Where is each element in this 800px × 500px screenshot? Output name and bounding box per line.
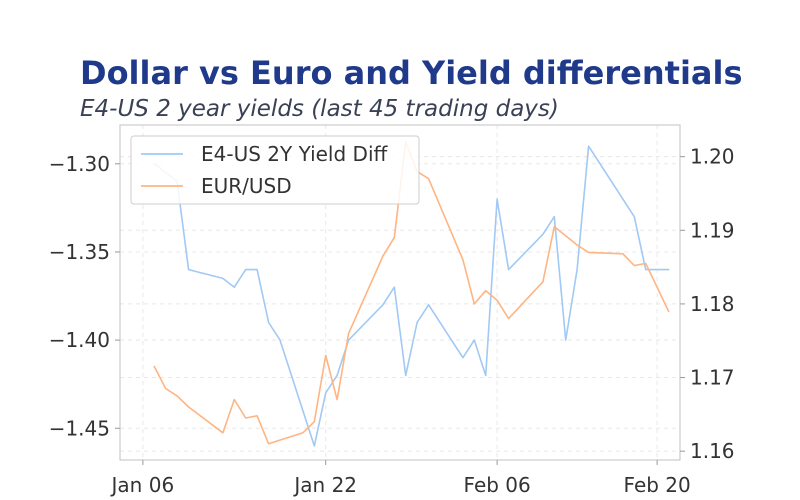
y-right-tick-label: 1.17 xyxy=(690,366,735,390)
y-left-tick-label: −1.40 xyxy=(49,328,110,352)
x-tick-label: Jan 22 xyxy=(292,473,357,497)
x-tick-label: Feb 06 xyxy=(464,473,531,497)
series-line-yield-diff xyxy=(153,145,670,447)
legend-label: EUR/USD xyxy=(201,174,292,198)
x-tick-label: Feb 20 xyxy=(624,473,691,497)
y-right-tick-label: 1.20 xyxy=(690,145,735,169)
y-right-tick-label: 1.16 xyxy=(690,439,735,463)
ticks-layer: −1.30 −1.35 −1.40 −1.45 1.20 1.19 1.18 1.17 1.16… xyxy=(49,145,735,497)
plot-frame xyxy=(119,124,681,461)
y-left-tick-label: −1.35 xyxy=(49,240,110,264)
legend-label: E4-US 2Y Yield Diff xyxy=(201,142,389,166)
y-left-tick-label: −1.45 xyxy=(49,416,110,440)
legend: E4-US 2Y Yield Diff EUR/USD xyxy=(130,135,420,205)
y-left-tick-label: −1.30 xyxy=(49,152,110,176)
legend-box xyxy=(130,135,420,205)
x-tick-label: Jan 06 xyxy=(110,473,175,497)
y-right-tick-label: 1.19 xyxy=(690,218,735,242)
y-right-tick-label: 1.18 xyxy=(690,292,735,316)
chart-subtitle: E4-US 2 year yields (last 45 trading day… xyxy=(80,96,559,122)
chart-title: Dollar vs Euro and Yield differentials xyxy=(80,54,743,92)
